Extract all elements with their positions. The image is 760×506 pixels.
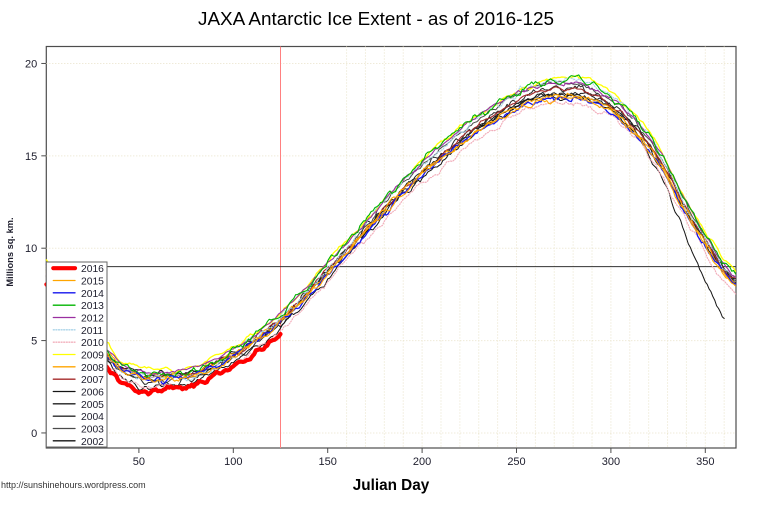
svg-text:2015: 2015 (81, 277, 104, 288)
svg-text:Julian Day: Julian Day (353, 477, 430, 494)
svg-text:5: 5 (31, 336, 37, 348)
svg-text:0: 0 (31, 428, 37, 440)
svg-text:2009: 2009 (81, 351, 104, 362)
svg-text:2010: 2010 (81, 338, 104, 349)
svg-text:300: 300 (602, 456, 620, 468)
svg-text:10: 10 (25, 243, 37, 255)
svg-text:2004: 2004 (81, 412, 104, 423)
svg-text:2012: 2012 (81, 314, 104, 325)
svg-text:350: 350 (696, 456, 714, 468)
svg-text:2002: 2002 (81, 437, 104, 448)
svg-text:50: 50 (133, 456, 145, 468)
svg-text:200: 200 (413, 456, 431, 468)
svg-text:250: 250 (507, 456, 525, 468)
svg-text:20: 20 (25, 58, 37, 70)
svg-text:2006: 2006 (81, 388, 104, 399)
svg-text:2008: 2008 (81, 363, 104, 374)
svg-text:2014: 2014 (81, 289, 104, 300)
svg-text:http://sunshinehours.wordpress: http://sunshinehours.wordpress.com (1, 480, 146, 490)
svg-text:2016: 2016 (81, 264, 104, 275)
svg-text:15: 15 (25, 151, 37, 163)
svg-text:Millions sq. km.: Millions sq. km. (5, 217, 15, 286)
svg-text:2013: 2013 (81, 301, 104, 312)
svg-text:JAXA Antarctic Ice Extent - as: JAXA Antarctic Ice Extent - as of 2016-1… (198, 9, 554, 30)
svg-text:100: 100 (224, 456, 242, 468)
svg-text:150: 150 (319, 456, 337, 468)
svg-text:2003: 2003 (81, 425, 104, 436)
svg-text:2005: 2005 (81, 400, 104, 411)
svg-text:2007: 2007 (81, 375, 104, 386)
svg-text:2011: 2011 (81, 326, 103, 337)
